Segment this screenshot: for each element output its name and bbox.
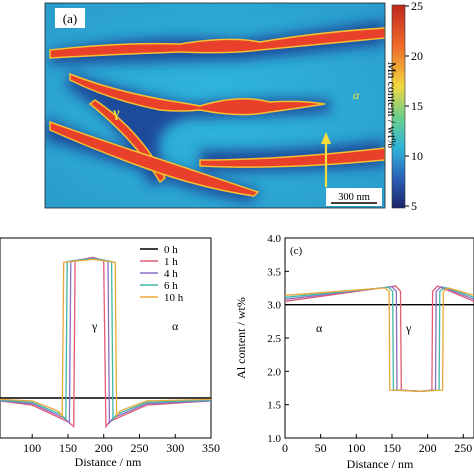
x-tick-label: 250 (454, 441, 472, 455)
x-tick-label: 150 (59, 441, 77, 455)
legend-label: 1 h (164, 256, 178, 268)
x-tick-label: 200 (419, 441, 437, 455)
colorbar-tick: 20 (411, 49, 423, 63)
legend-label: 4 h (164, 268, 178, 280)
series-line-1h (284, 285, 474, 392)
phase-gamma-label: γ (112, 106, 120, 121)
x-tick-label: 300 (166, 441, 184, 455)
scalebar-label: 300 nm (338, 192, 370, 203)
phase-label: α (316, 321, 323, 335)
series-line-10h (0, 258, 212, 418)
colorbar-tick: 25 (411, 0, 423, 13)
phase-label: α (172, 319, 179, 333)
x-tick-label: 100 (23, 441, 41, 455)
series-line-4h (0, 257, 212, 425)
panel-c-label: (c) (290, 245, 303, 257)
y-tick-label: 1.0 (267, 433, 281, 445)
y-tick-label: 2.0 (267, 366, 281, 378)
colorbar-ticks: 25 20 15 10 5 (405, 0, 423, 213)
growth-arrow (321, 132, 331, 187)
y-tick-label: 3.0 (267, 300, 281, 312)
panel-c-xlabel: Distance / nm (347, 457, 414, 471)
y-tick-label: 2.5 (267, 333, 281, 345)
x-tick-label: 150 (383, 441, 401, 455)
x-tick-label: 200 (95, 441, 113, 455)
phase-label: γ (91, 319, 98, 333)
colorbar-tick: 15 (411, 99, 423, 113)
phase-alpha-label: α (353, 88, 360, 102)
x-tick-label: 100 (347, 441, 365, 455)
colorbar-tick: 10 (411, 149, 423, 163)
panel-b-chart: 100 150 200 250 300 350 γ α 0 h1 h4 h6 h10 h (0, 237, 220, 455)
x-tick-label: 350 (202, 441, 220, 455)
colorbar-tick: 5 (411, 199, 417, 213)
x-tick-label: 250 (130, 441, 148, 455)
y-tick-label: 3.5 (267, 266, 281, 278)
series-line-6h (0, 258, 212, 422)
panel-b-xlabel: Distance / nm (75, 455, 142, 469)
y-tick-label: 1.5 (267, 400, 281, 412)
panel-a-map (45, 3, 385, 208)
y-tick-label: 4.0 (267, 233, 281, 245)
legend-label: 0 h (164, 244, 178, 256)
legend-label: 6 h (164, 280, 178, 292)
series-line-10h (284, 287, 474, 392)
series-line-1h (0, 256, 212, 429)
x-tick-label: 50 (315, 441, 327, 455)
scalebar-box (326, 188, 382, 206)
phase-label: γ (405, 321, 412, 335)
panel-c-ylabel: Al content / wt% (234, 297, 248, 379)
series-line-4h (284, 285, 474, 392)
legend-label: 10 h (164, 292, 184, 304)
x-tick-label: 0 (282, 441, 288, 455)
series-line-6h (284, 286, 474, 392)
panel-a-label-box (55, 8, 85, 28)
gamma-lamellae (49, 27, 385, 197)
panel-a-label: (a) (63, 11, 77, 26)
colorbar-label: Mn content / wt% (385, 62, 399, 148)
panel-c-chart: 0 50 100 150 200 250 1.0 1.5 2.0 2.5 3.0 3.5 4.0 α γ (267, 233, 474, 455)
